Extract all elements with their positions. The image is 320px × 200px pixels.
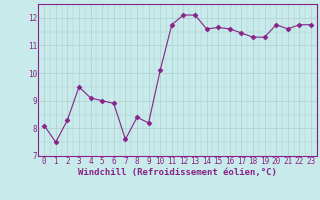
- X-axis label: Windchill (Refroidissement éolien,°C): Windchill (Refroidissement éolien,°C): [78, 168, 277, 177]
